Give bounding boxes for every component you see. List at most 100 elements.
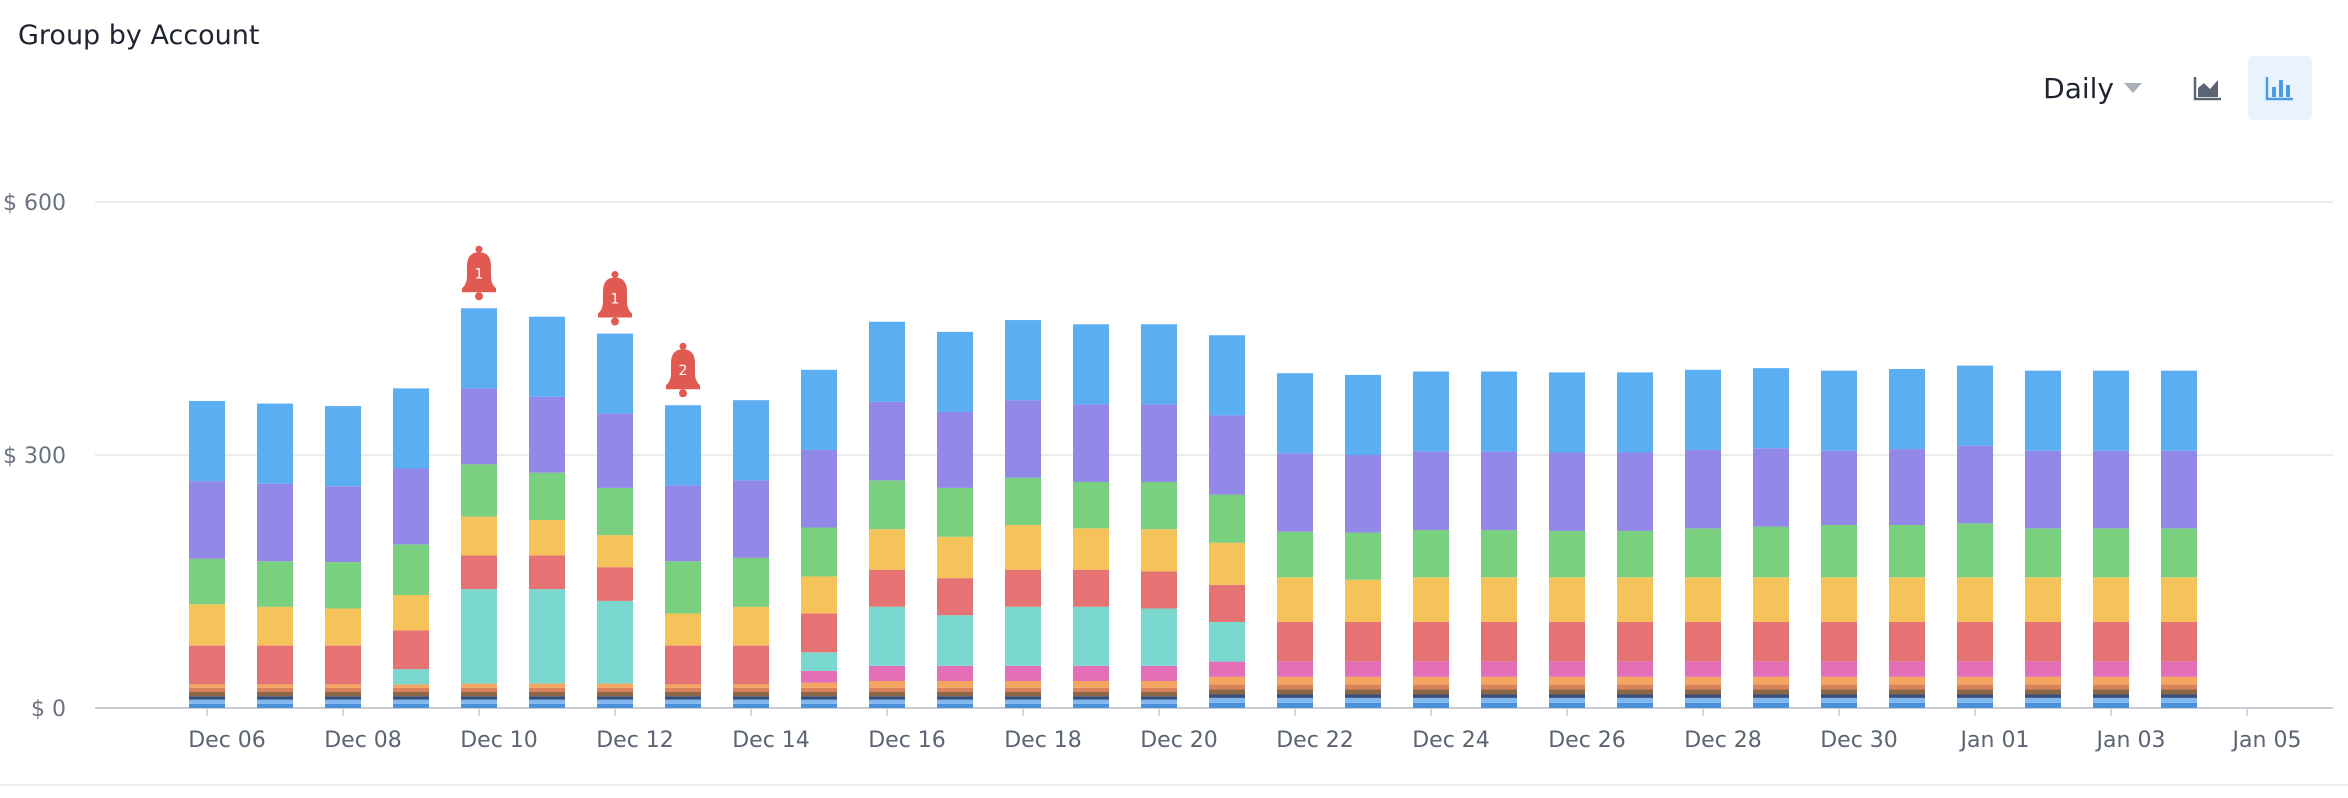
bar-segment <box>1345 661 1381 677</box>
bar-segment <box>1277 661 1313 677</box>
bar-segment <box>257 687 293 692</box>
caret-down-icon <box>2124 83 2142 93</box>
bar-segment <box>257 483 293 562</box>
bar-segment <box>937 615 973 666</box>
bar-segment <box>1685 528 1721 578</box>
bar-segment <box>1549 452 1585 531</box>
x-tick-label: Dec 08 <box>324 728 402 753</box>
bar-segment <box>1957 689 1993 695</box>
bar-segment <box>1073 681 1109 688</box>
bar-segment <box>2093 450 2129 529</box>
bar-segment <box>801 696 837 700</box>
bar-segment <box>2161 577 2197 622</box>
bar-segment <box>1073 691 1109 697</box>
period-dropdown[interactable]: Daily <box>2043 72 2142 105</box>
bar-segment <box>1209 676 1245 685</box>
bar-segment <box>1753 676 1789 685</box>
bar-segment <box>1073 324 1109 405</box>
bar-segment <box>937 696 973 700</box>
bar-segment <box>2093 528 2129 578</box>
bar-segment <box>801 369 837 450</box>
bar-segment <box>1617 661 1653 677</box>
bar-segment <box>1617 684 1653 690</box>
bar-segment <box>801 613 837 653</box>
alert-count: 2 <box>679 363 688 379</box>
bar-segment <box>1889 524 1925 578</box>
bar-segment <box>1481 371 1517 452</box>
bar-segment <box>665 703 701 708</box>
x-tick-label: Jan 05 <box>2231 728 2302 753</box>
bar-segment <box>1821 697 1857 703</box>
bar-segment <box>1413 684 1449 690</box>
bar-segment <box>2161 528 2197 578</box>
bar-segment <box>869 691 905 697</box>
bar-segment <box>257 645 293 685</box>
alert-bell-icon[interactable] <box>598 271 632 326</box>
bar-segment <box>2025 689 2061 695</box>
bar-segment <box>1685 689 1721 695</box>
bar-segment <box>189 691 225 697</box>
bar-segment <box>1957 697 1993 703</box>
x-tick-label: Dec 10 <box>460 728 538 753</box>
bar-segment <box>189 558 225 605</box>
bar-segment <box>1549 694 1585 698</box>
alert-count: 1 <box>611 292 620 308</box>
bar-segment <box>597 413 633 488</box>
bar-segment <box>257 691 293 697</box>
bar-segment <box>1073 687 1109 692</box>
bar-segment <box>257 699 293 704</box>
bar-segment <box>1141 404 1177 482</box>
bar-segment <box>189 703 225 708</box>
bar-chart-button[interactable] <box>2248 56 2312 120</box>
bar-segment <box>325 691 361 697</box>
bar-segment <box>1413 694 1449 698</box>
y-tick-label: $ 300 <box>3 444 66 469</box>
bar-segment <box>1277 621 1313 662</box>
divider <box>0 784 2348 786</box>
bar-segment <box>1957 694 1993 698</box>
bar-segment <box>325 699 361 704</box>
x-tick-label: Dec 14 <box>732 728 810 753</box>
bar-segment <box>1345 697 1381 703</box>
bar-segment <box>1753 702 1789 708</box>
bar-segment <box>1957 621 1993 662</box>
alert-bell-icon[interactable] <box>462 245 496 301</box>
bar-segment <box>529 519 565 556</box>
bar-segment <box>2161 694 2197 698</box>
bar-segment <box>1345 579 1381 622</box>
bar-segment <box>597 687 633 692</box>
bar-segment <box>2093 621 2129 662</box>
x-tick-label: Dec 12 <box>596 728 674 753</box>
bar-segment <box>937 411 973 488</box>
bar-segment <box>1005 696 1041 700</box>
bar-segment <box>257 606 293 646</box>
bar-segment <box>937 703 973 708</box>
bar-segment <box>2093 370 2129 451</box>
bar-segment <box>1413 577 1449 622</box>
x-tick-label: Dec 18 <box>1004 728 1082 753</box>
bar-segment <box>1141 529 1177 572</box>
bar-segment <box>2161 676 2197 685</box>
bar-segment <box>1821 577 1857 622</box>
bar-segment <box>869 665 905 682</box>
area-chart-button[interactable] <box>2176 56 2240 120</box>
bar-segment <box>665 691 701 697</box>
bar-segment <box>1209 702 1245 708</box>
bar-segment <box>1141 703 1177 708</box>
bar-segment <box>1005 320 1041 401</box>
alert-bell-icon[interactable] <box>666 342 700 398</box>
bar-segment <box>1141 699 1177 704</box>
bar-segment <box>1209 694 1245 698</box>
bar-segment <box>1345 684 1381 690</box>
bar-segment <box>1617 676 1653 685</box>
bar-segment <box>1753 448 1789 527</box>
bar-segment <box>1141 665 1177 682</box>
bar-segment <box>1141 681 1177 688</box>
bar-segment <box>1073 569 1109 607</box>
bar-segment <box>869 569 905 607</box>
bar-segment <box>1073 699 1109 704</box>
bar-segment <box>1141 608 1177 666</box>
bar-segment <box>1413 621 1449 662</box>
bar-segment <box>1209 415 1245 495</box>
bar-segment <box>1141 696 1177 700</box>
